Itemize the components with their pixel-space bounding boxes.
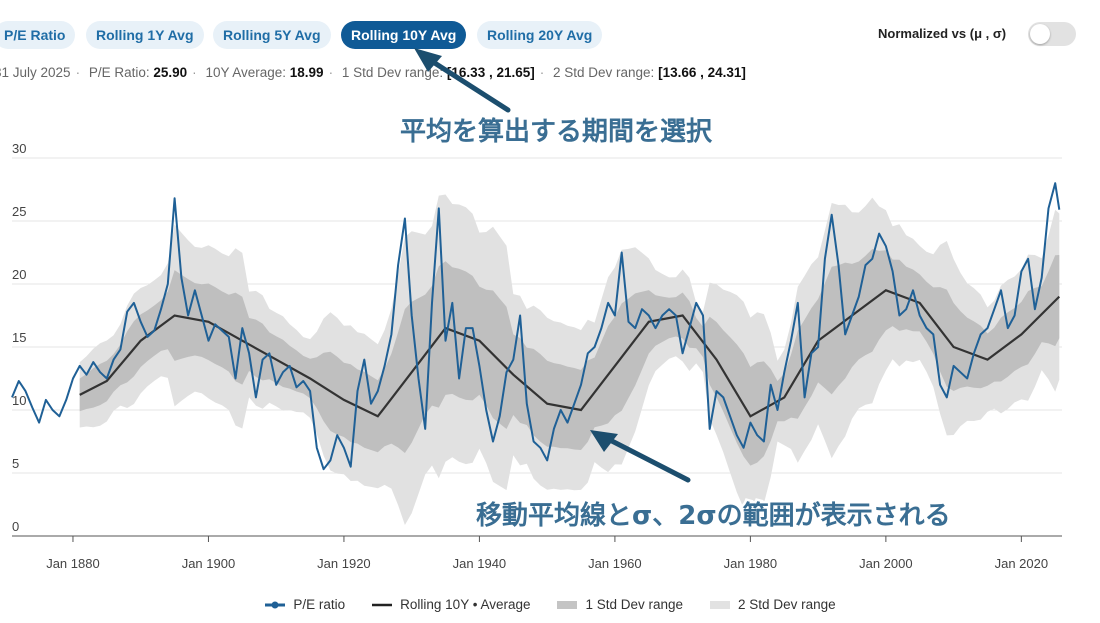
annotation-top: 平均を算出する期間を選択 <box>400 116 713 147</box>
std2-value: [13.66 , 24.31] <box>658 65 746 80</box>
annotation-bottom: 移動平均線とσ、2σの範囲が表示される <box>476 500 951 531</box>
tab-rolling-5y[interactable]: Rolling 5Y Avg <box>213 21 331 49</box>
legend-std2-label: 2 Std Dev range <box>738 597 836 612</box>
legend-std1-label: 1 Std Dev range <box>585 597 684 612</box>
summary-date: 31 July 2025 <box>0 65 71 80</box>
normalize-toggle-label: Normalized vs (μ , σ) <box>878 26 1007 41</box>
legend-std1-swatch <box>557 600 578 609</box>
pe-label: P/E Ratio: <box>88 65 150 80</box>
std1-label: 1 Std Dev range: <box>341 65 444 80</box>
x-axis-ticks: Jan 1880 Jan 1900 Jan 1920 Jan 1940 Jan 1960… <box>46 536 1048 571</box>
x-tick-1960: Jan 1960 <box>588 556 642 571</box>
arrow-bottom-line <box>603 435 691 483</box>
y-tick-25: 25 <box>12 204 26 219</box>
pe-line <box>11 182 1061 471</box>
arrow-top-head <box>414 48 442 72</box>
y-tick-10: 10 <box>12 393 26 408</box>
y-tick-0: 0 <box>12 519 19 534</box>
series-lines <box>11 182 1061 471</box>
std2-label: 2 Std Dev range: <box>553 65 655 80</box>
avg-value: 18.99 <box>289 65 324 80</box>
tab-rolling-20y[interactable]: Rolling 20Y Avg <box>477 21 603 49</box>
x-tick-1940: Jan 1940 <box>453 556 507 571</box>
tab-rolling-1y[interactable]: Rolling 1Y Avg <box>86 21 204 49</box>
normalize-toggle[interactable] <box>1028 22 1076 46</box>
legend-item-std1[interactable]: 1 Std Dev range <box>556 597 683 612</box>
toggle-knob <box>1030 24 1050 44</box>
avg-line <box>79 289 1061 418</box>
x-tick-2020: Jan 2020 <box>995 556 1049 571</box>
x-tick-1980: Jan 1980 <box>724 556 778 571</box>
x-tick-1880: Jan 1880 <box>46 556 100 571</box>
tab-pe-ratio[interactable]: P/E Ratio <box>0 21 76 49</box>
y-axis-ticks: 0 5 10 15 20 25 30 <box>12 141 26 534</box>
std1-band <box>79 249 1060 466</box>
annotations: 平均を算出する期間を選択 移動平均線とσ、2σの範囲が表示される <box>398 48 953 534</box>
x-tick-1900: Jan 1900 <box>182 556 236 571</box>
legend-pe-swatch <box>265 601 286 608</box>
pe-value: 25.90 <box>153 65 188 80</box>
arrow-bottom-head <box>590 430 618 452</box>
legend-item-std2[interactable]: 2 Std Dev range <box>709 597 836 612</box>
legend-item-pe[interactable]: P/E ratio <box>264 597 345 612</box>
legend-avg-label: Rolling 10Y • Average <box>400 597 531 612</box>
tab-rolling-10y[interactable]: Rolling 10Y Avg <box>341 21 467 49</box>
x-tick-1920: Jan 1920 <box>317 556 371 571</box>
x-tick-2000: Jan 2000 <box>859 556 913 571</box>
y-tick-5: 5 <box>12 456 19 471</box>
std-bands <box>79 194 1060 525</box>
arrow-top-line <box>427 57 511 113</box>
summary-line: 31 July 2025 · P/E Ratio: 25.90 · 10Y Aver… <box>0 65 746 80</box>
std2-band <box>79 194 1060 525</box>
legend-pe-label: P/E ratio <box>293 597 346 612</box>
y-tick-15: 15 <box>12 330 26 345</box>
legend-avg-swatch <box>372 603 393 606</box>
avg-label: 10Y Average: <box>205 65 287 80</box>
legend-std2-swatch <box>710 600 731 609</box>
std1-value: [16.33 , 21.65] <box>446 65 535 80</box>
legend-item-avg[interactable]: Rolling 10Y • Average <box>371 597 530 612</box>
chart-legend: P/E ratio Rolling 10Y • Average 1 Std De… <box>0 597 1100 612</box>
y-tick-30: 30 <box>12 141 26 156</box>
y-tick-20: 20 <box>12 267 26 282</box>
